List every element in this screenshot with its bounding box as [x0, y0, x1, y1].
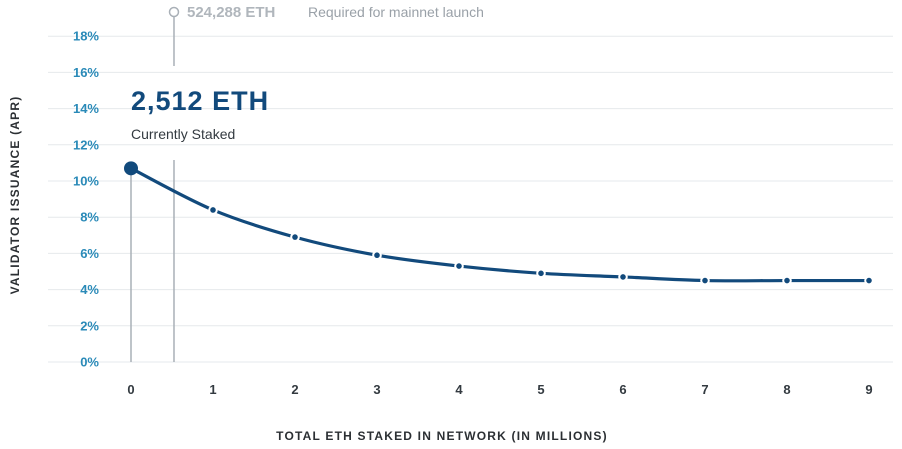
- apr-series-points: [208, 205, 874, 286]
- mainnet-marker-ring: [168, 6, 180, 18]
- data-point: [372, 250, 382, 261]
- data-point: [700, 275, 710, 286]
- x-tick-label: 6: [619, 382, 626, 397]
- y-tick-label: 14%: [73, 101, 99, 116]
- x-tick-label: 3: [373, 382, 380, 397]
- y-tick-label: 6%: [80, 246, 99, 261]
- data-point: [290, 232, 300, 242]
- y-tick-label: 12%: [73, 137, 99, 152]
- x-tick-label: 4: [455, 382, 463, 397]
- x-axis-ticks: 0 1 2 3 4 5 6 7 8 9: [127, 382, 872, 397]
- y-tick-label: 4%: [80, 282, 99, 297]
- mainnet-requirement-value: 524,288 ETH: [187, 4, 275, 21]
- data-point: [782, 275, 792, 286]
- y-axis-ticks: 0% 2% 4% 6% 8% 10% 12% 14% 16% 18%: [73, 29, 99, 370]
- y-tick-label: 0%: [80, 355, 99, 370]
- data-point: [536, 268, 546, 279]
- x-axis-title: TOTAL ETH STAKED IN NETWORK (IN MILLIONS…: [276, 429, 608, 443]
- mainnet-requirement-label: Required for mainnet launch: [308, 4, 484, 20]
- y-axis-title: VALIDATOR ISSUANCE (APR): [8, 96, 22, 295]
- current-staked-point: [124, 161, 138, 176]
- data-point: [208, 205, 218, 215]
- data-point: [454, 261, 464, 271]
- current-staked-value: 2,512 ETH: [131, 86, 269, 116]
- x-tick-label: 7: [701, 382, 708, 397]
- y-tick-label: 2%: [80, 318, 99, 333]
- data-point: [864, 275, 874, 286]
- y-tick-label: 10%: [73, 174, 99, 189]
- x-tick-label: 8: [783, 382, 790, 397]
- x-tick-label: 2: [291, 382, 298, 397]
- data-point: [618, 272, 628, 282]
- current-staked-label: Currently Staked: [131, 126, 235, 142]
- y-tick-label: 16%: [73, 65, 99, 80]
- y-tick-label: 18%: [73, 29, 99, 44]
- x-tick-label: 1: [209, 382, 216, 397]
- x-tick-label: 9: [865, 382, 872, 397]
- grid-lines: [48, 35, 893, 363]
- apr-series-line: [129, 166, 871, 283]
- x-tick-label: 0: [127, 382, 134, 397]
- y-tick-label: 8%: [80, 210, 99, 225]
- x-tick-label: 5: [537, 382, 544, 397]
